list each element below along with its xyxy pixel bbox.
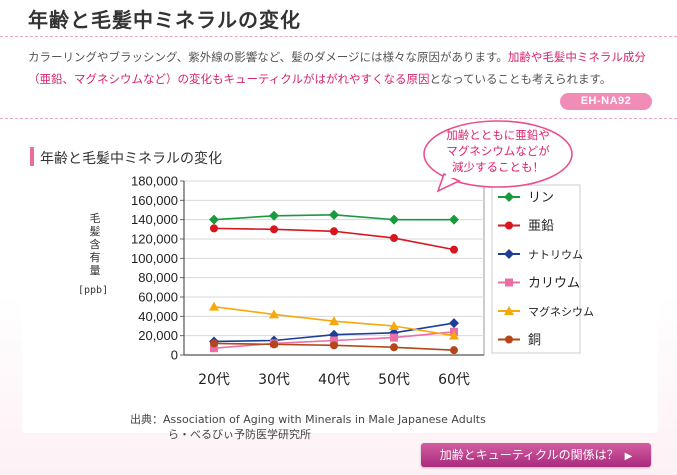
x-tick-label: 60代 [438,372,470,388]
legend-swatch-marker [505,221,513,230]
data-point [389,321,399,330]
data-point [209,301,219,311]
y-tick-label: 160,000 [131,193,178,208]
data-point [390,333,398,342]
play-arrow-icon: ▶ [624,451,633,462]
data-point [449,330,459,340]
data-point [389,214,399,225]
legend-box [491,184,581,354]
callout-line: マグネシウムなどが [446,144,550,158]
y-tick-label: 80,000 [138,270,178,285]
legend-label: ナトリウム [528,249,583,262]
data-point [329,316,339,326]
legend-swatch-marker [504,192,514,202]
x-tick-label: 20代 [198,372,230,388]
data-point [449,214,459,225]
legend-swatch-marker [504,306,514,315]
source-line-1: 出典：Association of Aging with Minerals in… [130,413,486,426]
y-axis-label: 毛髪含有量 [89,212,101,277]
cuticle-relation-button-label: 加齢とキューティクルの関係は？ [439,448,619,462]
callout-line: 加齢とともに亜鉛や [446,128,550,142]
y-axis-unit: [ppb] [78,285,109,296]
x-tick-label: 30代 [258,372,290,388]
data-point [210,339,218,348]
callout-line: 減少することも！ [452,160,544,174]
callout-tail-join [446,170,461,178]
legend-label: リン [528,191,554,206]
data-point [449,318,459,329]
data-point [210,344,218,353]
data-point [210,224,218,233]
data-point [390,343,398,352]
legend-label: カリウム [528,276,580,291]
data-point [330,341,338,350]
x-tick-label: 50代 [378,372,410,388]
description-text-end: となっていることも考えられます。 [429,72,612,86]
data-point [269,309,279,319]
description-text: カラーリングやブラッシング、紫外線の影響など、髪のダメージには様々な原因がありま… [28,50,508,64]
legend-swatch-marker [505,335,513,344]
chart-heading-accent [30,147,34,166]
data-point [450,346,458,355]
description-highlight: 加齢や毛髪中ミネラル成分（亜鉛、マグネシウムなど）の変化もキューティクルがはがれ… [28,50,646,86]
data-point [450,245,458,254]
cuticle-relation-button[interactable]: 加齢とキューティクルの関係は？ ▶ [421,443,651,467]
data-point [269,210,279,221]
legend-label: マグネシウム [528,305,594,319]
description: カラーリングやブラッシング、紫外線の影響など、髪のダメージには様々な原因がありま… [28,46,660,90]
y-tick-label: 40,000 [138,309,178,324]
y-tick-label: 180,000 [131,174,178,189]
model-badge: EH-NA92 [560,93,652,110]
x-tick-label: 40代 [318,372,350,388]
section-divider [0,118,677,119]
y-tick-label: 100,000 [131,251,178,266]
plot-area [183,180,485,356]
source-note: 出典：Association of Aging with Minerals in… [130,412,486,442]
source-line-2: ら・べるびぃ予防医学研究所 [168,428,311,441]
data-point [270,225,278,234]
chart-heading: 年齢と毛髪中ミネラルの変化 [40,151,222,167]
data-point [270,340,278,349]
title-divider [0,36,677,37]
data-point [209,214,219,225]
legend-label: 亜鉛 [528,219,554,234]
data-point [390,234,398,243]
legend-label: 銅 [528,333,541,348]
data-point [330,336,338,345]
page-title: 年齢と毛髪中ミネラルの変化 [28,8,301,32]
data-point [330,227,338,236]
y-tick-label: 60,000 [138,290,178,305]
y-tick-label: 120,000 [131,232,178,247]
y-tick-label: 0 [171,348,178,363]
y-tick-label: 20,000 [138,328,178,343]
data-point [329,209,339,220]
y-tick-label: 140,000 [131,212,178,227]
legend-swatch-marker [505,278,513,287]
legend-swatch-marker [504,249,514,259]
